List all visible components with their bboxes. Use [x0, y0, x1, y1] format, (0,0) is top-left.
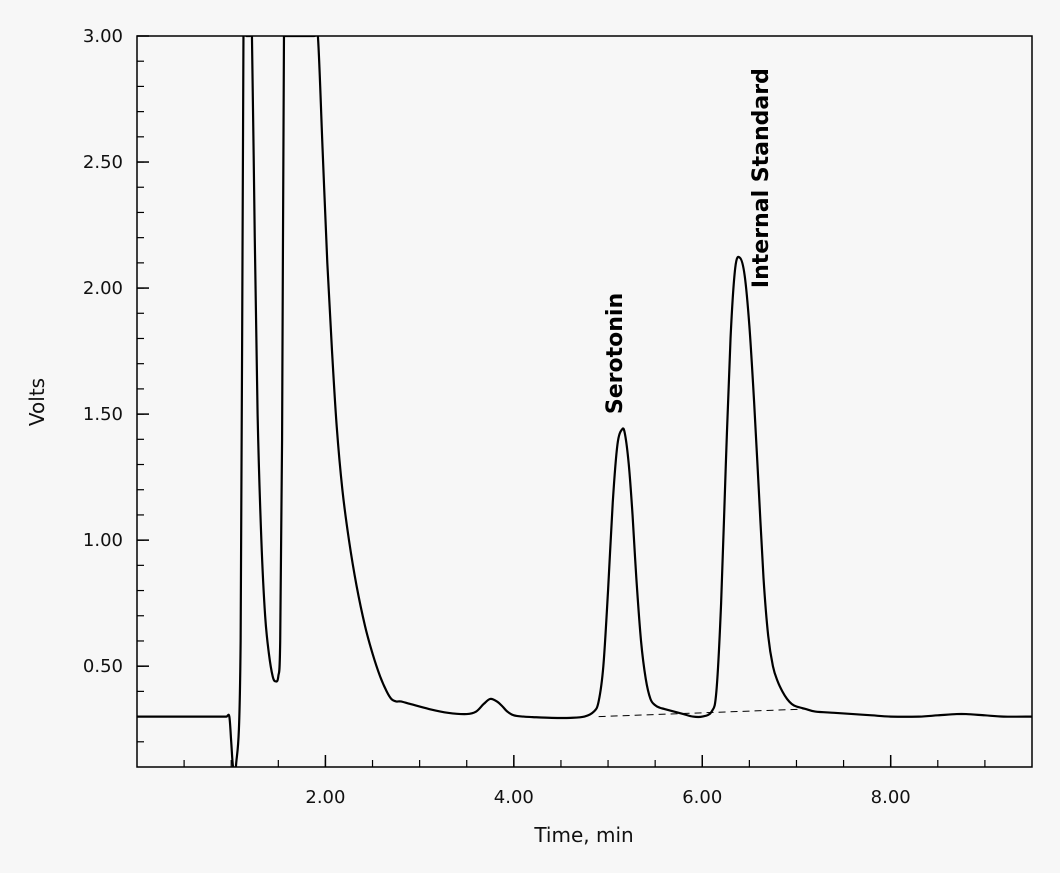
y-axis: 0.50 1.00 1.50 2.00 2.50 3.00 — [83, 26, 149, 677]
x-tick-label: 8.00 — [871, 787, 911, 808]
y-axis-title: Volts — [25, 378, 49, 426]
x-axis: 2.00 4.00 6.00 8.00 — [305, 755, 911, 808]
peak-label: Serotonin — [603, 293, 628, 414]
annotations: Serotonin Internal Standard — [603, 68, 774, 414]
y-tick-label: 0.50 — [83, 656, 123, 677]
series — [137, 36, 1032, 767]
integration-baseline — [598, 708, 806, 718]
peak-label: Internal Standard — [749, 68, 774, 288]
baseline — [598, 708, 806, 718]
x-tick-label: 2.00 — [305, 787, 345, 808]
y-tick-label: 1.50 — [83, 404, 123, 425]
x-tick-label: 6.00 — [682, 787, 722, 808]
minor-ticks — [137, 60, 986, 767]
plot-area — [136, 35, 1033, 768]
y-tick-label: 1.00 — [83, 530, 123, 551]
signal-trace — [137, 36, 1032, 767]
x-tick-label: 4.00 — [494, 787, 534, 808]
y-tick-label: 2.50 — [83, 152, 123, 173]
y-tick-label: 2.00 — [83, 278, 123, 299]
x-axis-title: Time, min — [533, 823, 633, 847]
y-tick-label: 3.00 — [83, 26, 123, 47]
